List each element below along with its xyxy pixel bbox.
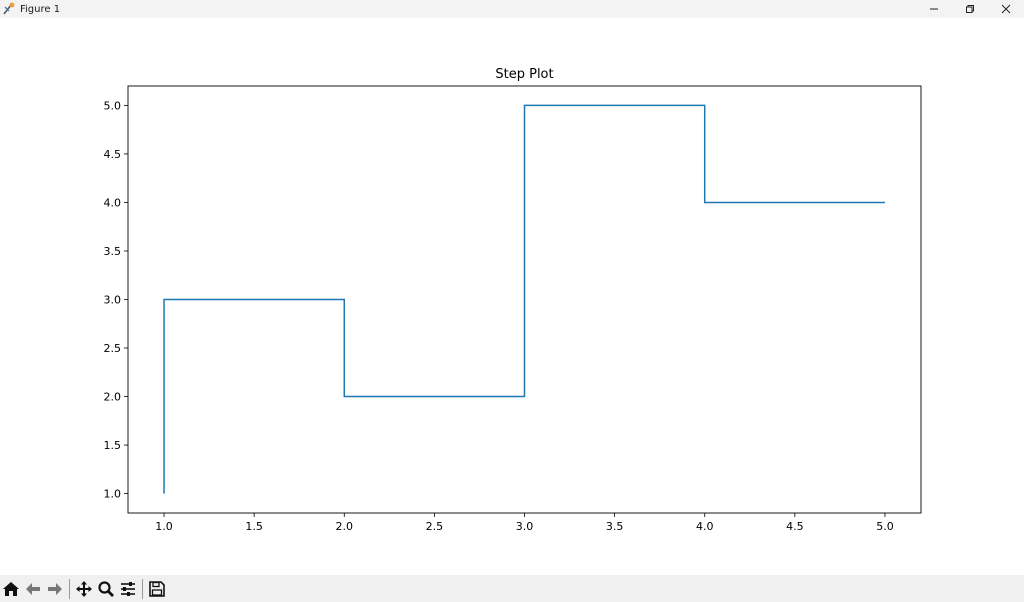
plot-area: 1.0 1.5 2.0 2.5 3.0 3.5 4.0 4.5 5.0 1.0 1.5 2.0 2.5 3… [104,85,922,533]
zoom-icon [98,580,114,597]
forward-icon [48,582,62,595]
toolbar-separator [142,578,143,599]
y-tick-label: 3.0 [104,294,122,307]
restore-icon [966,5,974,13]
matplotlib-app-icon [3,2,15,15]
toolbar-separator [69,578,70,599]
y-tick-label: 2.0 [104,391,122,404]
series-line-0 [163,104,885,494]
forward-button[interactable] [44,578,66,600]
pan-icon [76,580,92,597]
y-tick-label: 4.5 [104,148,122,161]
restore-button[interactable] [952,0,988,18]
y-tick-label: 3.5 [104,245,122,258]
x-tick-label: 2.0 [336,520,354,533]
back-icon [26,582,40,595]
configure-icon [121,581,135,596]
step-plot-chart: Step Plot 1.0 1.5 2.0 2.5 3.0 3.5 4.0 4.5 5.01.0… [104,67,922,533]
minimize-button[interactable] [916,0,952,18]
close-button[interactable] [988,0,1024,18]
y-tick-label: 5.0 [104,99,122,112]
x-tick-label: 3.5 [606,520,624,533]
y-tick-label: 2.5 [104,342,122,355]
save-icon [149,580,165,597]
x-tick-label: 3.0 [516,520,534,533]
chart-title: Step Plot [495,67,553,82]
x-tick-label: 5.0 [876,520,894,533]
navigation-toolbar [0,575,1024,602]
window-title: Figure 1 [20,3,61,15]
y-tick-label: 4.0 [104,196,122,209]
minimize-icon [930,8,938,10]
x-tick-label: 4.5 [786,520,804,533]
x-tick-label: 2.5 [426,520,444,533]
figure-canvas[interactable]: Step Plot 1.0 1.5 2.0 2.5 3.0 3.5 4.0 4.5 5.0 1.0… [0,18,1024,575]
pan-button[interactable] [73,578,95,600]
y-tick-label: 1.5 [104,439,122,452]
close-icon [1001,4,1011,14]
home-icon [3,581,19,596]
home-button[interactable] [0,578,22,600]
back-button[interactable] [22,578,44,600]
x-tick-label: 1.0 [155,520,173,533]
x-tick-label: 4.0 [696,520,714,533]
zoom-button[interactable] [95,578,117,600]
save-button[interactable] [146,578,168,600]
configure-subplots-button[interactable] [117,578,139,600]
window-controls [916,0,1024,18]
y-tick-label: 1.0 [104,488,122,501]
x-tick-label: 1.5 [245,520,263,533]
window-titlebar: Figure 1 [0,0,1024,18]
